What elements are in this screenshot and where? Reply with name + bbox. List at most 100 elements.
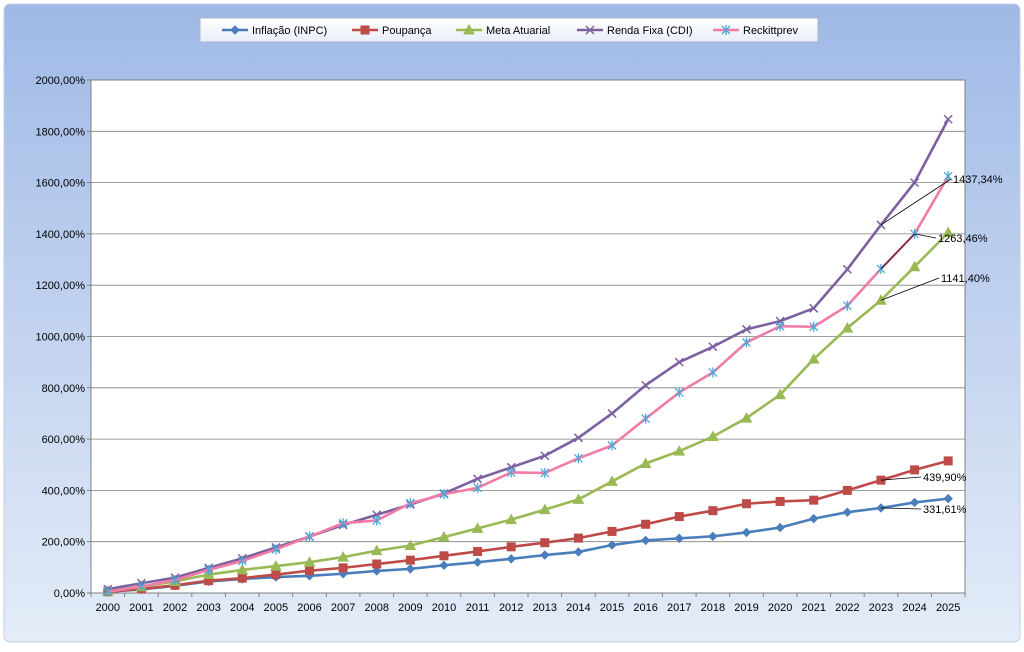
series-line [107, 459, 949, 594]
data-point [674, 533, 684, 544]
legend[interactable]: Inflação (INPC) Poupança Meta Atuarial Rend… [199, 17, 819, 43]
data-point [405, 564, 416, 574]
series-group [101, 114, 955, 597]
legend-marker [230, 25, 240, 35]
annotation-331: 331,61% [923, 504, 967, 516]
data-point [708, 342, 718, 352]
data-point [910, 465, 920, 475]
data-point [842, 485, 852, 495]
data-point [573, 533, 583, 543]
data-point [607, 408, 617, 418]
y-tick-label: 1400,00% [35, 229, 85, 241]
data-point [204, 564, 214, 575]
data-point [404, 539, 417, 551]
data-point [439, 551, 449, 561]
legend-item-1[interactable]: Poupança [352, 25, 432, 37]
data-point [473, 546, 483, 556]
data-point [305, 566, 314, 576]
data-point [540, 538, 550, 548]
data-point [405, 555, 415, 565]
data-point [237, 555, 247, 566]
leader-line [880, 233, 915, 270]
y-tick-label: 1800,00% [35, 126, 85, 138]
data-point [136, 581, 146, 592]
x-tick-label: 2017 [667, 602, 691, 614]
data-point [303, 556, 316, 567]
x-tick-label: 2009 [398, 602, 422, 614]
annotation-439: 439,90% [923, 472, 967, 484]
gridlines [91, 79, 965, 543]
data-point [673, 445, 686, 456]
data-point [405, 498, 415, 509]
data-point [540, 467, 550, 478]
data-point [271, 570, 281, 580]
data-point [809, 303, 819, 313]
x-tick-label: 2007 [331, 602, 355, 614]
x-tick-label: 2004 [230, 602, 254, 614]
y-tick-label: 1000,00% [35, 332, 85, 344]
x-tick-label: 2000 [96, 602, 120, 614]
series-line [107, 231, 950, 593]
x-tick-label: 2002 [163, 602, 187, 614]
data-point [841, 322, 854, 333]
data-point [606, 475, 618, 486]
y-tick-label: 600,00% [42, 434, 86, 446]
legend-label: Poupança [382, 25, 432, 37]
x-tick-label: 2011 [466, 602, 490, 614]
legend-label: Reckittprev [743, 25, 799, 37]
data-point [943, 456, 953, 466]
leader-line [880, 277, 940, 301]
data-point [775, 321, 785, 332]
legend-item-3[interactable]: Renda Fixa (CDI) [577, 25, 693, 37]
x-tick-label: 2014 [566, 602, 590, 614]
x-tick-label: 2020 [768, 602, 792, 614]
x-tick-label: 2005 [264, 602, 288, 614]
data-point [740, 412, 753, 423]
series-line [107, 175, 950, 594]
y-tick-label: 800,00% [42, 383, 86, 395]
data-point [842, 264, 852, 274]
data-point [103, 586, 113, 597]
data-point [842, 507, 853, 517]
data-point [909, 497, 920, 508]
annotation-leader-lines [880, 178, 952, 510]
data-point [607, 540, 617, 550]
y-tick-label: 1200,00% [35, 280, 85, 292]
x-tick-label: 2021 [801, 602, 825, 614]
y-tick-label: 400,00% [42, 485, 86, 497]
legend-item-0[interactable]: Inflação (INPC) [222, 25, 327, 37]
x-tick-label: 2022 [835, 602, 859, 614]
series-4 [103, 171, 953, 597]
x-tick-label: 2008 [364, 602, 388, 614]
data-point [910, 178, 920, 188]
data-point [942, 226, 955, 238]
legend-item-4[interactable]: Reckittprev [713, 25, 799, 37]
y-tick-label: 1600,00% [35, 178, 85, 190]
legend-item-2[interactable]: Meta Atuarial [456, 23, 550, 37]
data-point [809, 321, 819, 332]
data-point [236, 563, 249, 575]
series-2 [101, 226, 955, 596]
data-point [305, 531, 314, 542]
legend-marker [360, 25, 370, 35]
data-point [372, 566, 382, 576]
data-point [573, 547, 584, 557]
x-tick-label: 2006 [297, 602, 321, 614]
data-point [607, 440, 617, 451]
data-point [641, 413, 651, 424]
leader-line [914, 233, 937, 239]
data-point [338, 518, 348, 529]
x-tick-label: 2025 [936, 602, 960, 614]
data-point [540, 550, 550, 560]
data-point [807, 353, 820, 364]
data-point [674, 357, 684, 367]
data-point [337, 551, 349, 562]
data-point [707, 430, 719, 442]
data-point [370, 544, 383, 556]
data-point [741, 527, 752, 538]
x-tick-label: 2024 [902, 602, 926, 614]
y-tick-label: 2000,00% [35, 75, 85, 87]
data-point [674, 512, 684, 522]
